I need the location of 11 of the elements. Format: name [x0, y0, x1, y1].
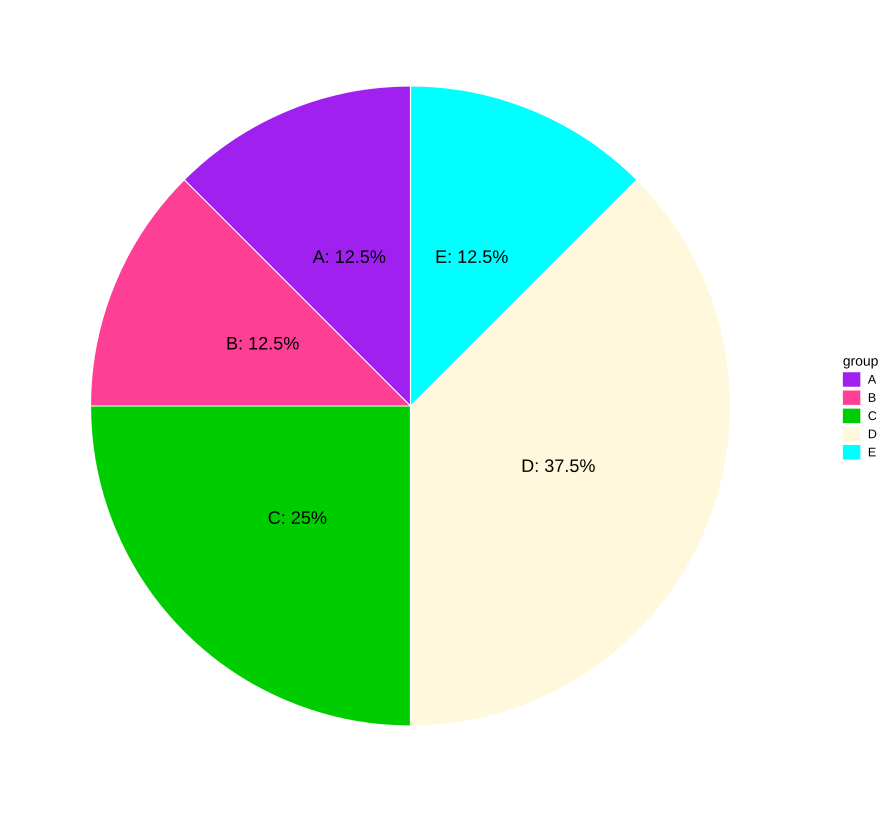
- data-label: B: 12.5%: [228, 336, 299, 350]
- data-label: C: 25%: [268, 511, 326, 524]
- legend-label: A: [868, 375, 876, 384]
- legend-title: group: [843, 358, 878, 369]
- legend-label: E: [868, 448, 876, 456]
- data-label: E: 12.5%: [436, 250, 508, 264]
- legend-label: C: [868, 411, 876, 420]
- legend-label: B: [868, 393, 876, 402]
- legend-label: D: [868, 430, 876, 438]
- data-label: D: 37.5%: [522, 459, 595, 472]
- data-label: A: 12.5%: [312, 250, 386, 264]
